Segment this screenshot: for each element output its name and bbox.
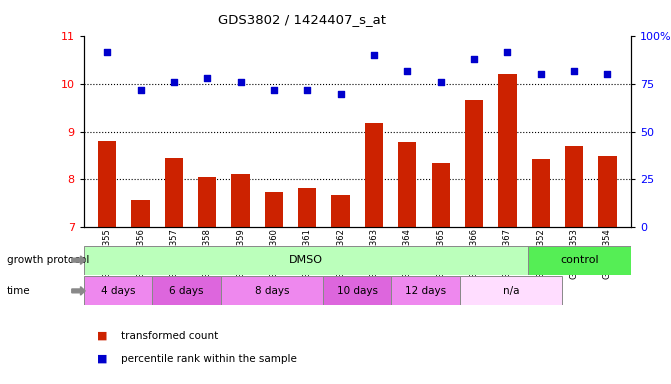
Bar — [231, 174, 250, 227]
Bar — [391, 276, 460, 305]
Point — [268, 87, 279, 93]
Bar — [152, 276, 221, 305]
Point — [302, 87, 313, 93]
Bar — [365, 123, 383, 227]
Point — [135, 87, 146, 93]
Bar — [460, 276, 562, 305]
Text: 8 days: 8 days — [254, 286, 289, 296]
Point — [502, 49, 513, 55]
Bar — [198, 177, 217, 227]
Point — [102, 49, 113, 55]
Bar — [528, 246, 631, 275]
Point — [368, 53, 379, 59]
Bar — [323, 276, 391, 305]
Bar — [265, 192, 283, 227]
Bar — [221, 276, 323, 305]
Bar — [398, 142, 417, 227]
Bar — [132, 200, 150, 227]
Point — [602, 71, 613, 78]
Text: time: time — [7, 286, 30, 296]
Text: n/a: n/a — [503, 286, 519, 296]
Text: 6 days: 6 days — [169, 286, 204, 296]
Point — [168, 79, 179, 85]
Text: transformed count: transformed count — [121, 331, 218, 341]
Text: 12 days: 12 days — [405, 286, 446, 296]
Point — [468, 56, 479, 62]
Point — [402, 68, 413, 74]
Text: ■: ■ — [97, 331, 108, 341]
Bar — [165, 158, 183, 227]
Point — [435, 79, 446, 85]
Text: percentile rank within the sample: percentile rank within the sample — [121, 354, 297, 364]
Bar — [298, 188, 317, 227]
Bar — [331, 195, 350, 227]
Point — [202, 75, 213, 81]
Text: control: control — [560, 255, 599, 265]
Text: 4 days: 4 days — [101, 286, 136, 296]
Point — [569, 68, 580, 74]
Bar — [599, 156, 617, 227]
Text: 10 days: 10 days — [337, 286, 378, 296]
Bar — [531, 159, 550, 227]
Text: DMSO: DMSO — [289, 255, 323, 265]
Bar — [98, 141, 116, 227]
Bar — [84, 276, 152, 305]
Bar — [465, 100, 483, 227]
Bar — [84, 246, 528, 275]
Point — [336, 91, 346, 97]
Point — [236, 79, 246, 85]
Point — [535, 71, 546, 78]
Text: GDS3802 / 1424407_s_at: GDS3802 / 1424407_s_at — [218, 13, 386, 26]
Text: growth protocol: growth protocol — [7, 255, 89, 265]
Text: ■: ■ — [97, 354, 108, 364]
Bar — [565, 146, 583, 227]
Bar — [498, 74, 517, 227]
Bar — [431, 163, 450, 227]
